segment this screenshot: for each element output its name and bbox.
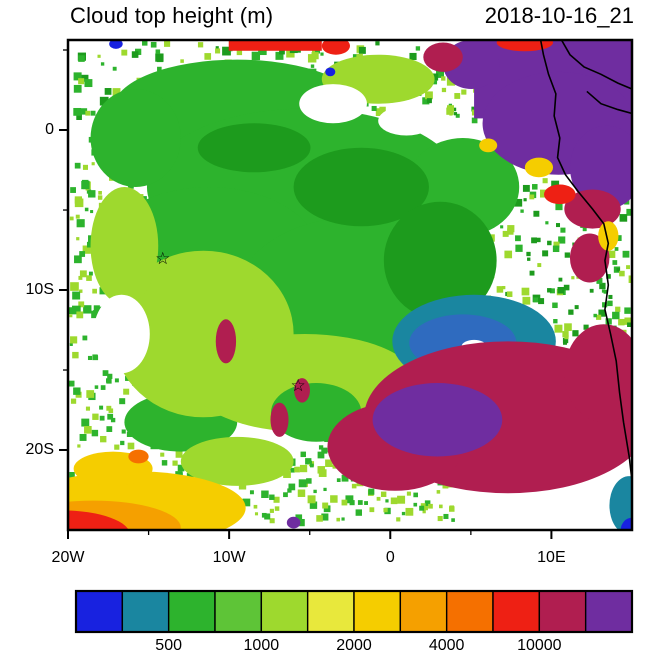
coastline (560, 40, 632, 90)
map-region (90, 89, 181, 187)
map-region (293, 147, 429, 227)
map-field: ☆☆ (68, 40, 632, 530)
coastline (539, 40, 632, 482)
map-region (90, 187, 159, 305)
map-region (197, 123, 311, 173)
map-region (270, 402, 289, 437)
coastline (586, 90, 632, 115)
map-region (564, 324, 632, 423)
map-region (383, 201, 497, 320)
colorbar-cell (121, 590, 170, 633)
colorbar-cell (167, 590, 216, 633)
map-region (524, 157, 554, 178)
map-region (598, 221, 619, 251)
map-region (128, 449, 149, 464)
map-region (496, 40, 554, 52)
colorbar-cell (445, 590, 494, 633)
map-region (299, 84, 367, 124)
chart-timestamp: 2018-10-16_21 (484, 3, 634, 28)
map-region (609, 476, 632, 530)
map-region (68, 510, 129, 530)
map-region (321, 40, 350, 55)
colorbar-cell (75, 590, 124, 633)
colorbar-cell (353, 590, 402, 633)
map-region (620, 517, 632, 530)
map-region (325, 67, 336, 77)
colorbar-cell (492, 590, 541, 633)
map-region (569, 233, 610, 283)
colorbar-cell (214, 590, 263, 633)
map-region (228, 40, 322, 51)
colorbar-cell (538, 590, 587, 633)
map-region (93, 294, 150, 374)
map-region (569, 125, 632, 210)
map-region (294, 378, 310, 403)
map-region (215, 319, 237, 364)
map-region (544, 184, 576, 205)
colorbar-frame (74, 589, 634, 634)
map-region (180, 436, 294, 486)
star-marker: ☆ (155, 249, 170, 269)
plot-frame (66, 38, 634, 532)
colorbar-cell (399, 590, 448, 633)
chart-title: Cloud top height (m) (70, 3, 274, 28)
colorbar-cell (306, 590, 355, 633)
colorbar-cell (260, 590, 309, 633)
map-region (423, 42, 463, 72)
colorbar-cell (584, 590, 633, 633)
map-region (109, 40, 123, 49)
map-region (378, 106, 435, 136)
map-region (158, 479, 215, 507)
star-marker: ☆ (290, 376, 305, 396)
map-region (286, 516, 301, 529)
map-region (479, 138, 498, 153)
map-region (372, 383, 503, 457)
